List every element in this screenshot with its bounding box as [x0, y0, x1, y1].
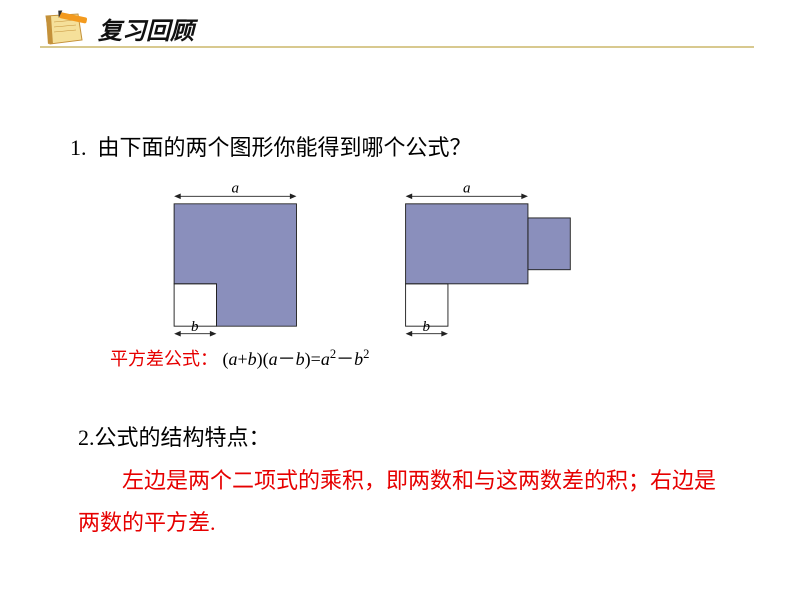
title-underline [40, 46, 754, 48]
label-b: b [191, 319, 199, 335]
formula-expression: (a+b)(a－b)=a2－b2 [223, 349, 370, 369]
q2-text: 公式的结构特点： [95, 425, 271, 450]
diagram-row: a b a b [160, 185, 600, 345]
diagram-right: a b [390, 185, 600, 345]
label-a-right: a [463, 185, 471, 197]
q1-text: 由下面的两个图形你能得到哪个公式？ [98, 135, 472, 160]
question-2: 2.公式的结构特点： [78, 420, 271, 452]
q2-number: 2. [78, 425, 95, 450]
q1-number: 1. [70, 135, 87, 160]
label-b-right: b [423, 319, 431, 335]
question-1: 1. 由下面的两个图形你能得到哪个公式？ [70, 130, 472, 162]
slide-header: 复习回顾 [40, 10, 194, 46]
formula-label: 平方差公式： [110, 349, 218, 369]
diagram-left: a b [160, 185, 320, 345]
label-a: a [232, 185, 240, 197]
formula-line: 平方差公式： (a+b)(a－b)=a2－b2 [110, 345, 369, 371]
section-title: 复习回顾 [98, 11, 194, 46]
notebook-pencil-icon [40, 10, 92, 46]
paragraph-2: 左边是两个二项式的乘积，即两数和与这两数差的积；右边是两数的平方差. [78, 460, 718, 544]
